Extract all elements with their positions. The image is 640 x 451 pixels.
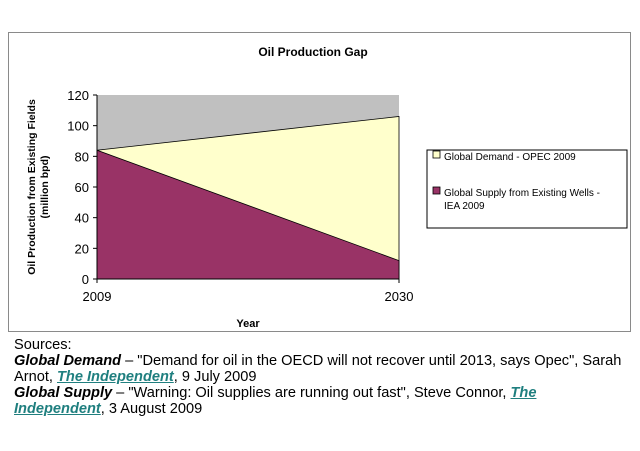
source-demand-label: Global Demand: [14, 353, 122, 369]
sources-heading: Sources:: [14, 337, 72, 353]
legend-label-supply: Global Supply from Existing Wells -IEA 2…: [444, 188, 600, 212]
x-tick-label: 2030: [385, 289, 414, 304]
source-supply-date: , 3 August 2009: [100, 401, 203, 417]
source-demand-date: , 9 July 2009: [173, 369, 257, 385]
chart-title: Oil Production Gap: [258, 45, 367, 59]
chart-frame: Oil Production Gap 0 20 40 60 80 100 120 2009 203…: [8, 32, 631, 332]
source-supply-text: – "Warning: Oil supplies are running out…: [112, 385, 511, 401]
legend-label-demand: Global Demand - OPEC 2009: [444, 152, 576, 163]
source-supply-link[interactable]: The Independent: [14, 385, 537, 417]
y-tick-label: 20: [75, 241, 89, 256]
source-supply: Global Supply – "Warning: Oil supplies a…: [14, 385, 630, 417]
x-tick-label: 2009: [83, 289, 112, 304]
legend-swatch-demand: [432, 150, 441, 159]
legend-box: [426, 149, 628, 229]
legend-swatch-supply: [432, 186, 441, 195]
y-tick-label: 80: [75, 149, 89, 164]
source-demand: Global Demand – "Demand for oil in the O…: [14, 353, 630, 385]
y-tick-label: 40: [75, 211, 89, 226]
y-tick-label: 0: [82, 272, 89, 287]
y-tick-label: 60: [75, 180, 89, 195]
y-tick-label: 100: [67, 119, 89, 134]
sources-block: Sources: Global Demand – "Demand for oil…: [14, 337, 630, 417]
x-axis-title: Year: [236, 318, 260, 330]
source-demand-link[interactable]: The Independent: [57, 369, 174, 385]
oil-production-chart: Oil Production Gap 0 20 40 60 80 100 120 2009 203…: [26, 45, 628, 330]
source-supply-label: Global Supply: [14, 385, 113, 401]
y-tick-label: 120: [67, 88, 89, 103]
y-axis-title: Oil Production from Existing Fields(mill…: [26, 99, 51, 275]
source-demand-text: – "Demand for oil in the OECD will not r…: [14, 353, 622, 385]
